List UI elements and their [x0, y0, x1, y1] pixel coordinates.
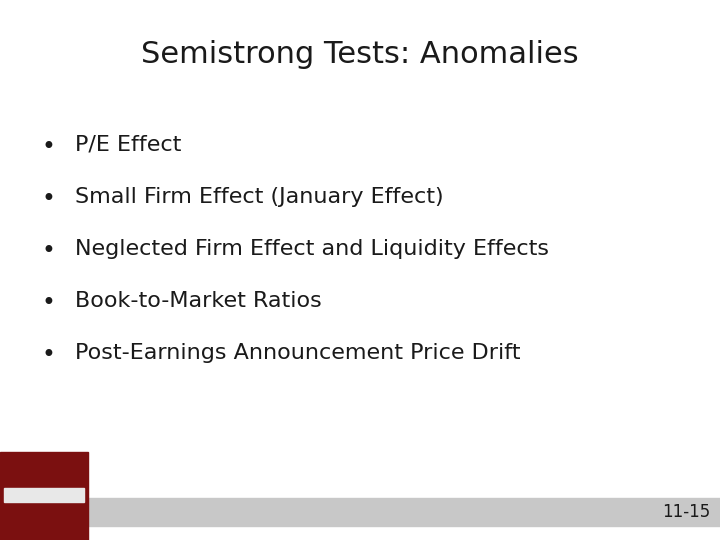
Bar [0, 452, 88, 540]
Text: Post-Earnings Announcement Price Drift: Post-Earnings Announcement Price Drift [75, 343, 521, 363]
Text: 11-15: 11-15 [662, 503, 710, 521]
Bar [4, 488, 84, 502]
Text: •: • [41, 343, 55, 367]
Text: •: • [41, 135, 55, 159]
Text: Book-to-Market Ratios: Book-to-Market Ratios [75, 291, 322, 311]
Text: •: • [41, 239, 55, 263]
Text: •: • [41, 291, 55, 315]
Text: •: • [41, 187, 55, 211]
Text: Neglected Firm Effect and Liquidity Effects: Neglected Firm Effect and Liquidity Effe… [75, 239, 549, 259]
Bar [0, 498, 720, 526]
Text: P/E Effect: P/E Effect [75, 135, 181, 155]
Text: Small Firm Effect (January Effect): Small Firm Effect (January Effect) [75, 187, 444, 207]
Text: Semistrong Tests: Anomalies: Semistrong Tests: Anomalies [141, 40, 579, 69]
